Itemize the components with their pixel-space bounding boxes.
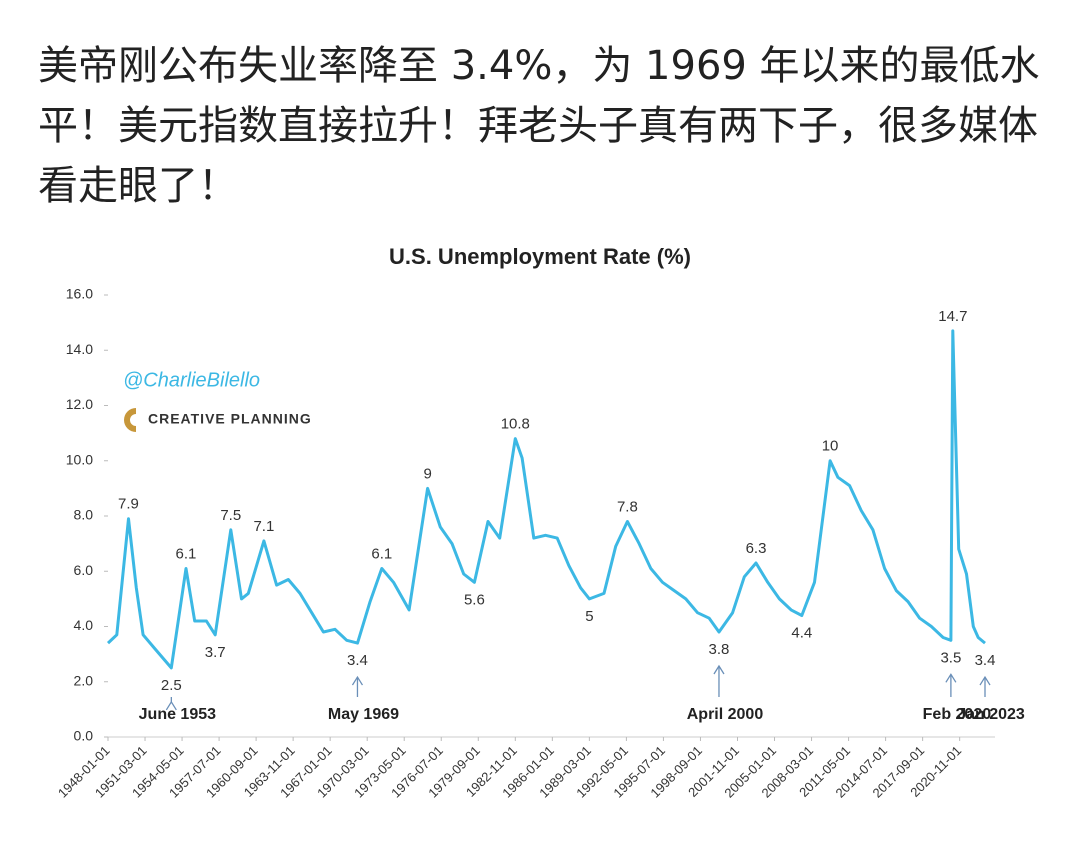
- y-tick-label: 8.0: [74, 507, 94, 523]
- callout-label: June 1953: [139, 706, 216, 723]
- y-tick-label: 2.0: [74, 672, 94, 688]
- point-label: 14.7: [938, 308, 967, 325]
- point-label: 6.1: [371, 545, 392, 562]
- point-label: 4.4: [791, 624, 812, 641]
- watermark-brand: CREATIVE PLANNING: [148, 411, 312, 427]
- y-tick-label: 10.0: [66, 451, 93, 467]
- point-label: 2.5: [161, 677, 182, 694]
- point-label: 5.6: [464, 591, 485, 608]
- callout-arrowhead: [165, 700, 177, 711]
- y-tick-label: 16.0: [66, 286, 93, 302]
- point-label: 7.1: [253, 518, 274, 535]
- callout-label: Jan 2023: [957, 706, 1025, 723]
- callout-label: Feb 2020: [923, 706, 992, 723]
- point-label: 3.5: [940, 649, 961, 666]
- y-tick-label: 6.0: [74, 562, 94, 578]
- point-label: 3.4: [347, 652, 368, 669]
- callout-arrowhead: [945, 673, 957, 683]
- callout-label: April 2000: [687, 706, 764, 723]
- y-tick-label: 0.0: [74, 728, 94, 744]
- point-label: 7.9: [118, 496, 139, 513]
- point-label: 3.8: [709, 641, 730, 658]
- chart-title: U.S. Unemployment Rate (%): [389, 244, 691, 269]
- point-label: 10.8: [501, 416, 530, 433]
- y-tick-label: 14.0: [66, 341, 93, 357]
- data-line: [106, 329, 986, 670]
- callout-arrowhead: [713, 664, 725, 675]
- point-label: 7.8: [617, 498, 638, 515]
- y-tick-label: 4.0: [74, 617, 94, 633]
- point-label: 5: [585, 608, 593, 625]
- y-tick-label: 12.0: [66, 396, 93, 412]
- brand-logo: [124, 408, 136, 432]
- callout-arrowhead: [351, 675, 364, 686]
- callout-arrowhead: [979, 675, 991, 686]
- callout-label: May 1969: [328, 706, 399, 723]
- point-label: 3.4: [975, 652, 996, 669]
- point-label: 3.7: [205, 644, 226, 661]
- watermark-handle: @CharlieBilello: [123, 369, 260, 391]
- point-label: 6.1: [176, 545, 197, 562]
- point-label: 10: [822, 438, 839, 455]
- post-text: 美帝刚公布失业率降至 3.4%，为 1969 年以来的最低水平！美元指数直接拉升…: [38, 43, 1040, 209]
- point-label: 6.3: [746, 540, 767, 557]
- point-label: 9: [423, 465, 431, 482]
- point-label: 7.5: [220, 507, 241, 524]
